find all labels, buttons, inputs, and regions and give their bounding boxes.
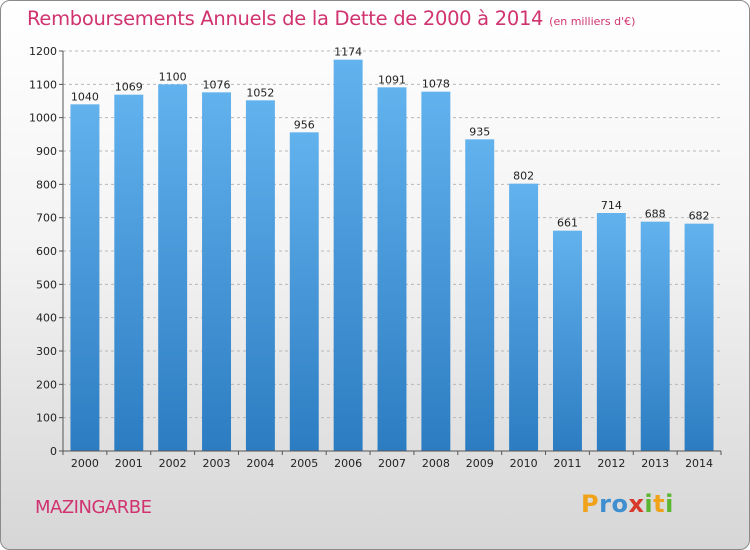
- x-tick-label: 2009: [466, 457, 494, 470]
- bar-2003: [202, 92, 232, 451]
- value-label-2005: 956: [294, 118, 315, 131]
- x-tick-label: 2003: [203, 457, 231, 470]
- value-label-2002: 1100: [159, 70, 187, 83]
- x-tick-label: 2010: [510, 457, 538, 470]
- y-tick-label: 500: [36, 278, 57, 291]
- y-tick-label: 200: [36, 378, 57, 391]
- logo-letter: o: [611, 490, 629, 518]
- commune-name: MAZINGARBE: [35, 497, 152, 518]
- value-label-2013: 688: [645, 208, 666, 221]
- value-label-2009: 935: [469, 125, 490, 138]
- proxiti-logo: Proxiti: [581, 490, 674, 518]
- bar-2014: [684, 223, 714, 451]
- y-tick-label: 1200: [29, 45, 57, 58]
- value-label-2010: 802: [513, 170, 534, 183]
- x-tick-label: 2004: [246, 457, 274, 470]
- value-label-2008: 1078: [422, 78, 450, 91]
- bar-2006: [333, 59, 363, 452]
- value-label-2011: 661: [557, 217, 578, 230]
- bar-2010: [509, 183, 539, 451]
- x-tick-label: 2005: [290, 457, 318, 470]
- value-label-2012: 714: [601, 199, 622, 212]
- bar-2008: [421, 91, 451, 452]
- bar-2012: [596, 213, 626, 451]
- x-tick-label: 2007: [378, 457, 406, 470]
- x-tick-label: 2013: [641, 457, 669, 470]
- value-label-2003: 1076: [203, 78, 231, 91]
- logo-letter: t: [653, 490, 666, 518]
- chart-title: Remboursements Annuels de la Dette de 20…: [27, 7, 635, 30]
- x-tick-label: 2006: [334, 457, 362, 470]
- bar-2004: [245, 100, 275, 451]
- bar-2002: [158, 84, 188, 451]
- y-tick-label: 1000: [29, 112, 57, 125]
- bar-2001: [114, 94, 144, 452]
- bar-2009: [465, 139, 495, 452]
- value-label-2001: 1069: [115, 81, 143, 94]
- bar-2007: [377, 87, 407, 451]
- x-tick-label: 2002: [159, 457, 187, 470]
- y-tick-label: 0: [50, 445, 57, 458]
- y-tick-label: 100: [36, 412, 57, 425]
- y-tick-label: 1100: [29, 78, 57, 91]
- logo-letter: P: [581, 490, 600, 518]
- y-tick-label: 600: [36, 245, 57, 258]
- y-tick-label: 800: [36, 178, 57, 191]
- x-tick-label: 2000: [71, 457, 99, 470]
- y-tick-label: 300: [36, 345, 57, 358]
- y-tick-label: 400: [36, 312, 57, 325]
- chart-subtitle: (en milliers d'€): [549, 15, 636, 28]
- y-tick-label: 700: [36, 212, 57, 225]
- x-tick-label: 2014: [685, 457, 713, 470]
- x-tick-label: 2008: [422, 457, 450, 470]
- chart-title-text: Remboursements Annuels de la Dette de 20…: [27, 7, 544, 30]
- bar-2000: [70, 104, 100, 451]
- logo-letter: i: [665, 490, 674, 518]
- logo-letter: r: [599, 490, 612, 518]
- value-label-2007: 1091: [378, 73, 406, 86]
- x-tick-label: 2011: [553, 457, 581, 470]
- bar-2005: [289, 132, 319, 452]
- value-label-2000: 1040: [71, 90, 99, 103]
- bar-2011: [552, 230, 582, 451]
- value-label-2004: 1052: [246, 86, 274, 99]
- x-tick-label: 2001: [115, 457, 143, 470]
- y-tick-label: 900: [36, 145, 57, 158]
- value-label-2006: 1174: [334, 46, 362, 59]
- value-label-2014: 682: [689, 210, 710, 223]
- logo-letter: i: [644, 490, 654, 518]
- bar-2013: [640, 221, 670, 451]
- logo-letter: x: [628, 490, 645, 518]
- x-tick-label: 2012: [597, 457, 625, 470]
